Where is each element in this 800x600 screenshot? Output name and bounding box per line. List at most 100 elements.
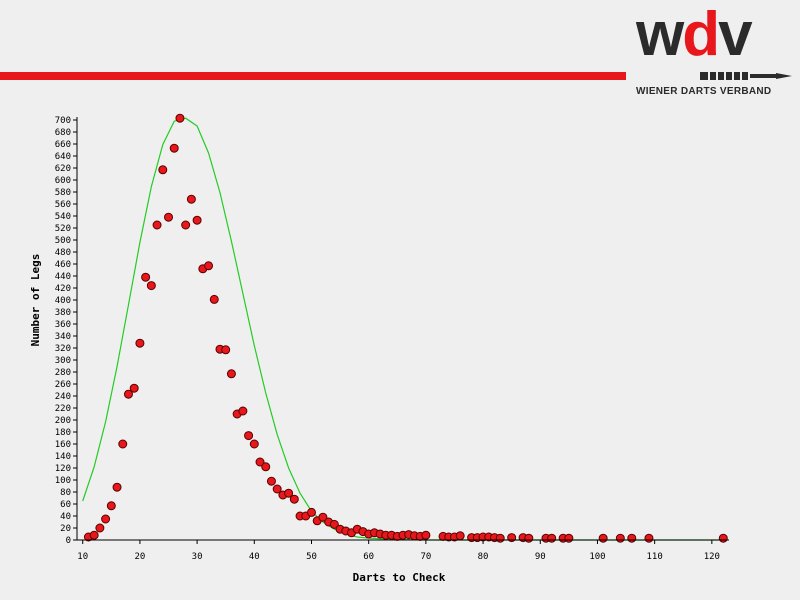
wdv-logo: wdv WIENER DARTS VERBAND [636,0,796,102]
data-point [158,165,168,175]
x-tick-label: 90 [535,552,546,562]
y-tick-label: 40 [60,512,71,522]
y-tick-label: 340 [55,332,71,342]
y-tick-label: 260 [55,380,71,390]
data-point [718,533,728,543]
x-tick-label: 10 [77,552,88,562]
logo-subtitle: WIENER DARTS VERBAND [636,86,772,97]
data-point [284,488,294,498]
y-tick-label: 280 [55,368,71,378]
data-point [289,494,299,504]
y-tick-label: 120 [55,464,71,474]
axes-layer [76,117,729,541]
data-point [186,194,196,204]
y-tick-label: 600 [55,176,71,186]
y-tick-label: 700 [55,116,71,126]
data-point [106,501,116,511]
x-tick-label: 110 [647,552,663,562]
data-point [141,272,151,282]
data-point [175,113,185,123]
y-tick-label: 140 [55,452,71,462]
data-point [306,507,316,517]
logo-letter-v: v [718,0,753,69]
header-red-bar [0,72,626,80]
data-point [261,462,271,472]
y-tick-label: 240 [55,392,71,402]
x-tick-label: 120 [704,552,720,562]
x-tick-label: 100 [589,552,605,562]
y-tick-label: 480 [55,248,71,258]
x-tick-label: 20 [134,552,145,562]
logo-wordmark: wdv [636,0,753,70]
data-point [204,261,214,271]
data-point [524,533,534,543]
data-point [255,457,265,467]
data-point [495,533,505,543]
data-point [547,533,557,543]
x-ticks: 10 20 30 40 50 60 70 80 90 100 110 120 [77,540,720,562]
fit-curve-line [82,117,724,541]
data-point [329,519,339,529]
y-tick-label: 60 [60,500,71,510]
y-tick-label: 160 [55,440,71,450]
data-point [644,533,654,543]
y-tick-label: 180 [55,428,71,438]
y-tick-label: 560 [55,200,71,210]
data-point [226,369,236,379]
y-tick-label: 320 [55,344,71,354]
data-point [238,406,248,416]
fit-curve-layer [82,117,724,541]
y-ticks: 0 20 40 60 80 100 120 140 160 180 200 220 240 260 280 3… [55,116,77,546]
x-tick-label: 40 [249,552,260,562]
data-point [169,143,179,153]
y-tick-label: 500 [55,236,71,246]
y-tick-label: 660 [55,140,71,150]
y-tick-label: 420 [55,284,71,294]
data-point [89,530,99,540]
data-point [95,523,105,533]
data-point [209,294,219,304]
y-tick-label: 440 [55,272,71,282]
y-tick-label: 220 [55,404,71,414]
data-point [615,533,625,543]
data-point [152,220,162,230]
data-points-layer [83,113,728,543]
x-tick-label: 50 [306,552,317,562]
y-tick-label: 400 [55,296,71,306]
data-point [318,512,328,522]
y-tick-label: 80 [60,488,71,498]
x-axis-title: Darts to Check [353,571,446,584]
y-tick-label: 360 [55,320,71,330]
y-tick-label: 580 [55,188,71,198]
data-point [272,484,282,494]
y-tick-label: 680 [55,128,71,138]
y-tick-label: 640 [55,152,71,162]
data-point [192,215,202,225]
y-axis-title: Number of Legs [29,254,42,347]
data-point [118,439,128,449]
data-point [455,531,465,541]
y-tick-label: 20 [60,524,71,534]
data-point [112,482,122,492]
x-tick-label: 30 [192,552,203,562]
data-point [627,533,637,543]
x-tick-label: 70 [420,552,431,562]
data-point [249,439,259,449]
y-tick-label: 300 [55,356,71,366]
logo-letter-d: d [682,0,720,69]
logo-letter-w: w [636,0,684,69]
y-tick-label: 460 [55,260,71,270]
data-point [266,476,276,486]
data-point [181,220,191,230]
data-point [598,533,608,543]
y-tick-label: 540 [55,212,71,222]
y-tick-label: 520 [55,224,71,234]
data-point [221,345,231,355]
y-tick-label: 620 [55,164,71,174]
data-point [164,212,174,222]
data-point [421,530,431,540]
y-tick-label: 200 [55,416,71,426]
y-tick-label: 0 [66,536,71,546]
data-point [564,533,574,543]
